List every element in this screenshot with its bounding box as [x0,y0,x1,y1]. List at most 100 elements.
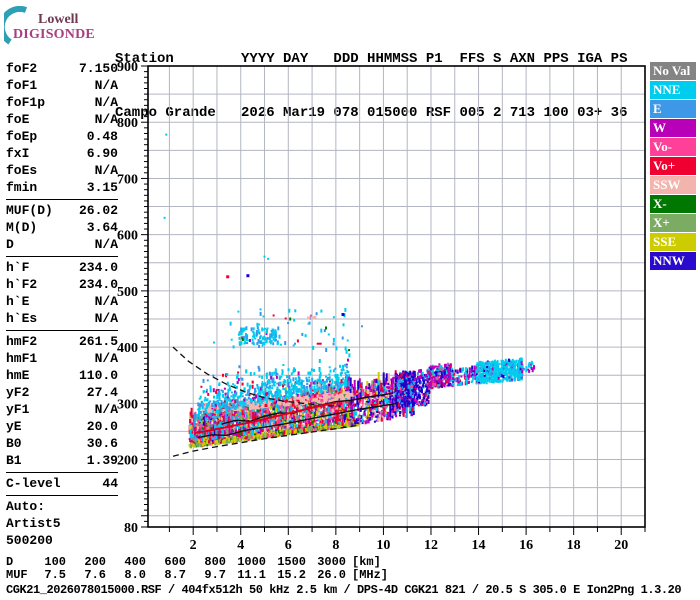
param-label: h`F [6,260,30,275]
param-label: foF1p [6,95,46,110]
logo-text-lowell: Lowell [38,12,79,27]
param-label: M(D) [6,220,38,235]
logo-arc-icon [4,6,28,45]
param-row: MUF(D) 26.02 [6,203,118,220]
param-value: 234.0 [78,277,118,292]
param-label: fmin [6,180,38,195]
x-axis-tick-label: 16 [519,538,533,553]
param-group-divider [6,256,118,257]
param-value: N/A [94,78,118,93]
legend-item-vo-: Vo+ [650,157,696,176]
param-label: foF1 [6,78,38,93]
param-value: 234.0 [78,260,118,275]
legend-item-e: E [650,100,696,119]
y-axis-tick-label: 300 [117,397,138,412]
param-label: B1 [6,453,22,468]
param-value: N/A [94,351,118,366]
param-value: 7.150 [78,61,118,76]
param-value: N/A [94,294,118,309]
scaled-parameters-panel: foF2 7.150 foF1 N/A foF1p N/A foE N/A foEp 0.48 fx… [6,61,118,550]
param-row: fmin 3.15 [6,180,118,197]
x-axis-tick-label: 20 [614,538,628,553]
param-group-divider [6,495,118,496]
doppler-direction-legend: No Val NNE E W Vo- Vo+ SSW X- X+ SSE NNW [650,62,696,271]
param-label: B0 [6,436,22,451]
param-row: foE N/A [6,112,118,129]
row-value: 9.7 [204,568,226,582]
y-axis-tick-label: 700 [117,172,138,187]
param-label: hmF2 [6,334,38,349]
param-row: D N/A [6,237,118,254]
y-axis-tick-label: 80 [124,521,138,536]
x-axis-tick-label: 12 [424,538,438,553]
param-row: B0 30.6 [6,436,118,453]
param-row: fxI 6.90 [6,146,118,163]
param-value: 44 [102,476,118,491]
x-axis-tick-label: 6 [285,538,292,553]
param-row: M(D) 3.64 [6,220,118,237]
row-value: 8.7 [164,568,186,582]
param-value: 20.0 [86,419,118,434]
station-header: Station YYYY DAY DDD HHMMSS P1 FFS S AXN… [115,14,627,158]
legend-item-sse: SSE [650,233,696,252]
param-label: h`Es [6,311,38,326]
row-unit: [km] [352,555,381,569]
param-row: h`F 234.0 [6,260,118,277]
param-row: h`E N/A [6,294,118,311]
param-row: C-level 44 [6,476,118,493]
legend-item-x-: X- [650,195,696,214]
param-row: B1 1.39 [6,453,118,470]
param-row: yF2 27.4 [6,385,118,402]
param-label: foE [6,112,30,127]
param-value: N/A [94,402,118,417]
param-label: fxI [6,146,30,161]
param-label: h`E [6,294,30,309]
param-label: C-level [6,476,61,491]
row-value: 200 [84,555,106,569]
param-value: 261.5 [78,334,118,349]
d-muf-table: D 100 200 400 600 800 1000 1500 3000 [km] MUF 7.5 7.… [6,556,388,582]
param-row: yF1 N/A [6,402,118,419]
row-value: 8.0 [124,568,146,582]
param-row: foEs N/A [6,163,118,180]
y-axis-tick-label: 200 [117,454,138,469]
y-axis-tick-label: 600 [117,229,138,244]
legend-item-nnw: NNW [650,252,696,271]
param-value: 0.48 [86,129,118,144]
x-axis-tick-label: 4 [237,538,244,553]
row-value: 7.5 [44,568,66,582]
param-value: 30.6 [86,436,118,451]
param-group-divider [6,330,118,331]
param-label: foEp [6,129,38,144]
row-unit: [MHz] [352,568,389,582]
x-axis-tick-label: 14 [472,538,486,553]
logo-text-digisonde: DIGISONDE [13,27,95,42]
param-value: 110.0 [78,368,118,383]
lowell-digisonde-logo: Lowell DIGISONDE [4,6,112,50]
row-label: D [6,555,14,569]
autoscaling-info-line: 500200 [6,533,53,548]
param-value: N/A [94,163,118,178]
legend-item-nne: NNE [650,81,696,100]
muf-row: MUF 7.5 7.6 8.0 8.7 9.7 11.1 15.2 26.0 [MHz] [6,569,388,582]
station-header-values: Campo Grande 2026 Mar19 078 015000 RSF 0… [115,105,628,121]
autoscaling-info-line: Auto: [6,499,46,514]
param-row: foF1 N/A [6,78,118,95]
param-value: 26.02 [78,203,118,218]
param-row: foF1p N/A [6,95,118,112]
param-label: hmF1 [6,351,38,366]
param-value: 3.64 [86,220,118,235]
legend-item-ssw: SSW [650,176,696,195]
legend-item-no-val: No Val [650,62,696,81]
param-label: hmE [6,368,30,383]
param-label: MUF(D) [6,203,53,218]
legend-item-x-: X+ [650,214,696,233]
param-label: yE [6,419,22,434]
row-value: 100 [44,555,66,569]
row-value: 1000 [237,555,266,569]
row-value: 1500 [277,555,306,569]
station-header-labels: Station YYYY DAY DDD HHMMSS P1 FFS S AXN… [115,51,628,67]
param-row: foF2 7.150 [6,61,118,78]
